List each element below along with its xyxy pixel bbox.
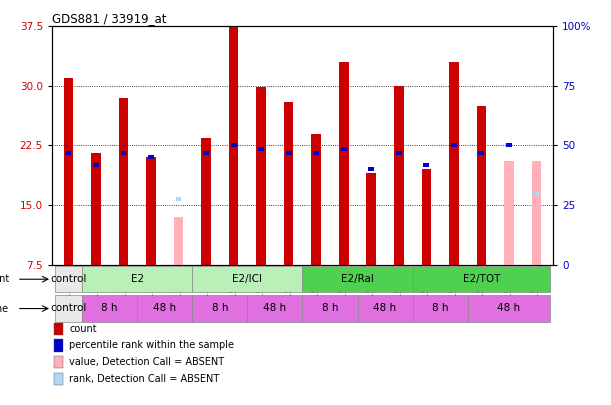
Bar bbox=[65, 151, 71, 156]
Bar bbox=[368, 167, 374, 171]
Bar bbox=[54, 339, 64, 352]
Bar bbox=[93, 163, 99, 167]
Bar bbox=[174, 217, 183, 264]
Text: percentile rank within the sample: percentile rank within the sample bbox=[70, 341, 235, 350]
Bar bbox=[394, 86, 404, 264]
Bar bbox=[54, 356, 64, 369]
Bar bbox=[120, 151, 126, 156]
Bar bbox=[422, 169, 431, 264]
Bar bbox=[119, 98, 128, 264]
Bar bbox=[313, 151, 319, 156]
Text: E2/Ral: E2/Ral bbox=[341, 274, 374, 284]
Bar bbox=[467, 295, 550, 322]
Bar bbox=[91, 153, 101, 264]
Bar bbox=[64, 78, 73, 264]
Bar bbox=[506, 143, 512, 147]
Text: 8 h: 8 h bbox=[322, 303, 338, 313]
Bar bbox=[532, 161, 541, 264]
Text: E2: E2 bbox=[131, 274, 144, 284]
Bar bbox=[477, 106, 486, 264]
Bar bbox=[396, 151, 401, 156]
Bar bbox=[55, 295, 82, 322]
Text: value, Detection Call = ABSENT: value, Detection Call = ABSENT bbox=[70, 357, 225, 367]
Text: GDS881 / 33919_at: GDS881 / 33919_at bbox=[52, 12, 166, 25]
Bar bbox=[192, 266, 302, 292]
Bar bbox=[137, 295, 192, 322]
Bar bbox=[55, 266, 82, 292]
Bar bbox=[54, 373, 64, 385]
Bar bbox=[54, 322, 64, 335]
Bar bbox=[504, 161, 514, 264]
Text: 48 h: 48 h bbox=[497, 303, 521, 313]
Text: agent: agent bbox=[0, 274, 9, 284]
Text: time: time bbox=[0, 304, 9, 313]
Bar bbox=[247, 295, 302, 322]
Text: 48 h: 48 h bbox=[263, 303, 287, 313]
Bar bbox=[201, 138, 211, 264]
Bar bbox=[284, 102, 293, 264]
Text: 48 h: 48 h bbox=[373, 303, 397, 313]
Bar bbox=[478, 151, 485, 156]
Bar bbox=[449, 62, 459, 264]
Bar bbox=[148, 156, 154, 159]
Text: 8 h: 8 h bbox=[432, 303, 448, 313]
Text: E2/ICI: E2/ICI bbox=[232, 274, 262, 284]
Bar bbox=[82, 295, 137, 322]
Text: control: control bbox=[50, 274, 87, 284]
Bar bbox=[341, 147, 346, 151]
Text: 8 h: 8 h bbox=[211, 303, 228, 313]
Text: rank, Detection Call = ABSENT: rank, Detection Call = ABSENT bbox=[70, 374, 220, 384]
Bar bbox=[533, 191, 540, 195]
Bar bbox=[229, 26, 238, 264]
Text: 48 h: 48 h bbox=[153, 303, 177, 313]
Bar bbox=[192, 295, 247, 322]
Bar bbox=[146, 158, 156, 264]
Bar bbox=[257, 87, 266, 264]
Bar bbox=[176, 197, 181, 200]
Text: control: control bbox=[50, 303, 87, 313]
Bar bbox=[357, 295, 412, 322]
Bar bbox=[312, 134, 321, 264]
Text: count: count bbox=[70, 324, 97, 334]
Bar bbox=[412, 295, 467, 322]
Bar bbox=[451, 143, 457, 147]
Text: E2/TOT: E2/TOT bbox=[463, 274, 500, 284]
Bar bbox=[231, 143, 236, 147]
Bar bbox=[302, 266, 412, 292]
Bar bbox=[423, 163, 429, 167]
Bar bbox=[412, 266, 550, 292]
Bar bbox=[339, 62, 348, 264]
Bar bbox=[203, 151, 209, 156]
Bar bbox=[258, 147, 264, 151]
Bar bbox=[302, 295, 357, 322]
Bar bbox=[82, 266, 192, 292]
Text: 8 h: 8 h bbox=[101, 303, 118, 313]
Bar bbox=[367, 173, 376, 264]
Bar bbox=[286, 151, 291, 156]
